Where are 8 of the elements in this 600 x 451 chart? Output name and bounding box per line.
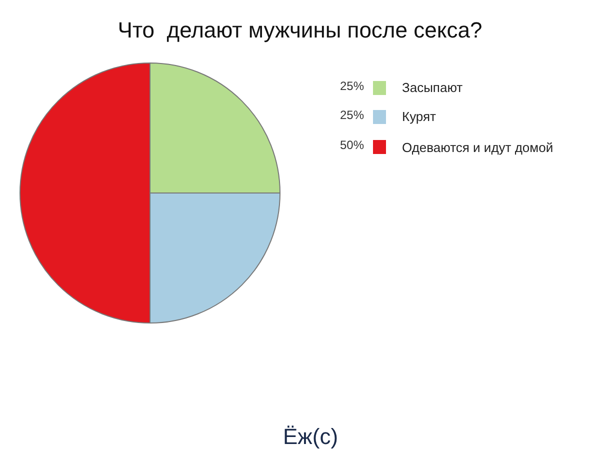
chart-title: Что делают мужчины после секса?: [118, 18, 482, 43]
data-label: 25%: [340, 79, 364, 93]
legend-label: Курят: [402, 109, 436, 124]
data-label: 25%: [340, 108, 364, 122]
data-label: 50%: [340, 138, 364, 152]
legend-label: Одеваются и идут домой: [402, 140, 554, 155]
legend-label: Засыпают: [402, 80, 463, 95]
text: Ёж(с): [283, 424, 338, 449]
